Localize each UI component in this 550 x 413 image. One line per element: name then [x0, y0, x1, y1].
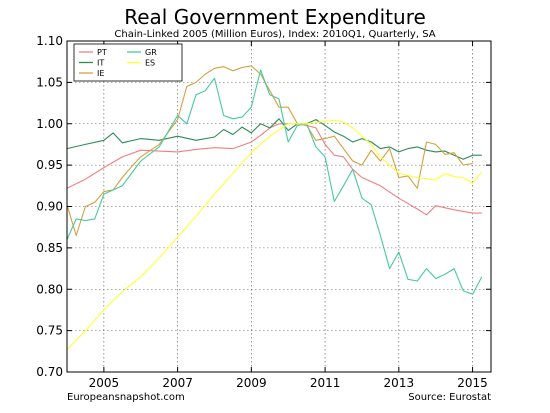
series-line-es	[66, 119, 483, 351]
x-tick-label: 2009	[236, 376, 267, 390]
legend-label-it: IT	[97, 59, 104, 68]
footer-site: Europeansnapshot.com	[67, 392, 185, 403]
x-tick-label: 2013	[384, 376, 415, 390]
y-tick-label: 0.75	[36, 324, 63, 338]
y-tick-label: 0.90	[36, 200, 63, 214]
legend-label-gr: GR	[145, 48, 157, 57]
series-lines	[66, 65, 483, 351]
legend-label-pt: PT	[97, 48, 107, 57]
y-tick-label: 1.05	[36, 75, 63, 89]
y-tick-label: 0.70	[36, 365, 63, 379]
x-tick-label: 2011	[310, 376, 341, 390]
y-tick-label: 1.10	[36, 34, 63, 48]
footer-source: Source: Eurostat	[408, 392, 491, 403]
legend-label-ie: IE	[97, 69, 104, 78]
series-line-it	[66, 118, 482, 160]
grid	[67, 40, 491, 373]
y-tick-label: 1.00	[36, 117, 63, 131]
series-line-ie	[66, 65, 473, 237]
x-tick-label: 2015	[457, 376, 488, 390]
legend-label-es: ES	[145, 59, 155, 68]
y-tick-label: 0.85	[36, 241, 63, 255]
chart-subtitle: Chain-Linked 2005 (Million Euros), Index…	[114, 29, 435, 40]
axis-ticks: 2005 2007 2009 2011 2013 2015 0.70 0.75 0.80 0.85…	[36, 34, 491, 390]
chart-title: Real Government Expenditure	[124, 5, 426, 29]
series-line-gr	[66, 69, 483, 295]
x-tick-label: 2007	[162, 376, 193, 390]
y-tick-label: 0.80	[36, 282, 63, 296]
x-tick-label: 2005	[89, 376, 120, 390]
y-tick-label: 0.95	[36, 158, 63, 172]
